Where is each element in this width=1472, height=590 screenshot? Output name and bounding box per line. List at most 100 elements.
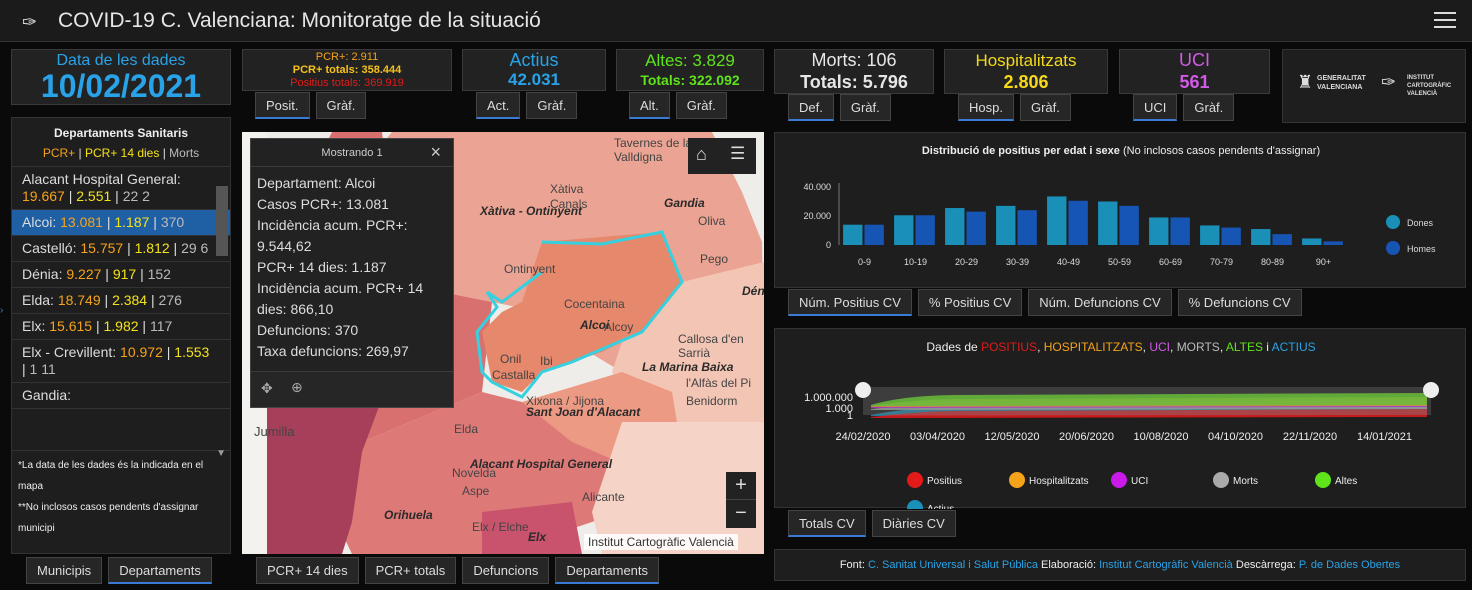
tab-alt[interactable]: Alt.: [629, 92, 670, 119]
zoom-to-icon[interactable]: ⊕: [291, 379, 303, 395]
map-label-onil: Onil: [500, 352, 522, 366]
tab-posit[interactable]: Posit.: [255, 92, 310, 119]
age-bar[interactable]: [945, 208, 965, 245]
map-label-sant-joan: Sant Joan d'Alacant: [526, 405, 641, 419]
ts-xtick: 14/01/2021: [1357, 431, 1412, 443]
ts-legend-swatch[interactable]: [1111, 472, 1127, 488]
altes-totals: Totals: 322.092: [640, 72, 740, 88]
ts-legend-swatch[interactable]: [1315, 472, 1331, 488]
department-item[interactable]: Elx: 15.615 | 1.982 | 117: [12, 314, 230, 340]
map-view[interactable]: Xàtiva - Ontinyent Gandia Alcoi La Marin…: [242, 132, 764, 554]
age-bar[interactable]: [894, 215, 914, 245]
footer-font-link[interactable]: C. Sanitat Universal i Salut Pública: [867, 559, 1038, 571]
department-pcr: 13.081: [60, 214, 103, 230]
map-label-benidorm: Benidorm: [686, 394, 738, 408]
age-bar[interactable]: [966, 211, 986, 245]
tab-totals-cv[interactable]: Totals CV: [788, 510, 866, 537]
age-bar[interactable]: [1047, 196, 1067, 245]
expand-left-icon[interactable]: ›: [0, 305, 4, 316]
tab-def[interactable]: Def.: [788, 94, 834, 121]
age-bar[interactable]: [1170, 217, 1190, 245]
department-item-partial[interactable]: Gandia:: [12, 383, 230, 409]
tab-graf-actius[interactable]: Gràf.: [526, 92, 578, 119]
tab-departaments[interactable]: Departaments: [108, 557, 212, 584]
department-item[interactable]: Alacant Hospital General: 19.667 | 2.551…: [12, 167, 230, 210]
ts-legend-swatch[interactable]: [907, 500, 923, 509]
legend-pcr14: PCR+ 14 dies: [84, 146, 160, 160]
scroll-down-icon[interactable]: ▼: [216, 448, 226, 459]
department-item[interactable]: Castelló: 15.757 | 1.812 | 29 6: [12, 236, 230, 262]
pan-icon[interactable]: ✥: [261, 380, 273, 396]
age-chart-ytick: 40.000: [803, 182, 831, 192]
footer-elab-link[interactable]: Institut Cartogràfic Valencià: [1099, 559, 1233, 571]
age-bar[interactable]: [1017, 210, 1037, 245]
department-pcr14: 1.982: [103, 318, 139, 334]
age-bar[interactable]: [1200, 225, 1220, 245]
age-bar[interactable]: [1098, 201, 1118, 246]
footer-desc-link[interactable]: P. de Dades Obertes: [1298, 559, 1401, 571]
tab-graf-morts[interactable]: Gràf.: [839, 94, 891, 121]
ts-range-selection[interactable]: [863, 387, 1431, 415]
tab-graf-uci[interactable]: Gràf.: [1183, 94, 1235, 121]
age-chart-xtick: 60-69: [1159, 257, 1182, 267]
footer-font-label: Font:: [839, 559, 865, 571]
age-bar[interactable]: [1302, 238, 1322, 245]
department-item[interactable]: Elx - Crevillent: 10.972 | 1.553 | 1 11: [12, 340, 230, 383]
age-bar[interactable]: [1272, 234, 1292, 245]
department-pcr14: 917: [112, 266, 137, 282]
tab-hosp[interactable]: Hosp.: [958, 94, 1014, 121]
age-bar[interactable]: [996, 205, 1016, 245]
age-bar[interactable]: [915, 215, 935, 245]
hamburger-menu-icon[interactable]: [1434, 9, 1456, 29]
tab-defuncions[interactable]: Defuncions: [462, 557, 550, 584]
ts-title-positius: POSITIUS: [981, 340, 1038, 354]
department-item[interactable]: Dénia: 9.227 | 917 | 152: [12, 262, 230, 288]
zoom-in-icon[interactable]: +: [726, 472, 756, 500]
department-item[interactable]: Alcoi: 13.081 | 1.187 | 370: [12, 210, 230, 236]
tab-num-positius[interactable]: Núm. Positius CV: [788, 289, 912, 316]
age-legend-swatch[interactable]: [1386, 241, 1400, 255]
ts-legend-swatch[interactable]: [1213, 472, 1229, 488]
department-item[interactable]: Elda: 18.749 | 2.384 | 276: [12, 288, 230, 314]
tab-pcr-totals[interactable]: PCR+ totals: [364, 557, 457, 584]
age-bar[interactable]: [1119, 205, 1139, 245]
age-bar[interactable]: [1221, 227, 1241, 245]
age-bar[interactable]: [1251, 229, 1271, 245]
age-chart-subtitle: (No inclosos casos pendents d'assignar): [1122, 145, 1321, 157]
range-start-handle[interactable]: [855, 382, 871, 398]
list-scrollbar[interactable]: [216, 186, 228, 256]
popup-close-icon[interactable]: ×: [430, 142, 441, 162]
department-pcr: 9.227: [66, 266, 102, 282]
tab-graf-altes[interactable]: Gràf.: [675, 92, 727, 119]
age-bar[interactable]: [1323, 241, 1343, 245]
tab-map-departaments[interactable]: Departaments: [555, 557, 660, 584]
ts-xtick: 22/11/2020: [1283, 431, 1337, 443]
tab-pcr14[interactable]: PCR+ 14 dies: [256, 557, 359, 584]
tab-diaries-cv[interactable]: Diàries CV: [871, 510, 956, 537]
pcr-tabs: Posit. Gràf.: [255, 92, 367, 119]
age-chart-ytick: 20.000: [803, 211, 831, 221]
home-icon[interactable]: ⌂: [696, 144, 707, 164]
age-bar[interactable]: [1149, 217, 1169, 245]
zoom-out-icon[interactable]: −: [735, 502, 747, 524]
tab-num-defuncions[interactable]: Núm. Defuncions CV: [1028, 289, 1172, 316]
tab-act[interactable]: Act.: [476, 92, 521, 119]
tab-municipis[interactable]: Municipis: [26, 557, 103, 584]
ts-legend-swatch[interactable]: [907, 472, 923, 488]
age-bar[interactable]: [843, 224, 863, 245]
layer-list-icon[interactable]: ☰: [730, 144, 746, 163]
tab-pct-positius[interactable]: % Positius CV: [917, 289, 1023, 316]
range-end-handle[interactable]: [1423, 382, 1439, 398]
ts-legend-swatch[interactable]: [1009, 472, 1025, 488]
date-card: Data de les dades 10/02/2021: [11, 49, 231, 105]
tab-graf-pcr[interactable]: Gràf.: [315, 92, 367, 119]
tab-uci[interactable]: UCI: [1133, 94, 1178, 121]
hosp-label: Hospitalitzats: [975, 51, 1077, 70]
departments-list[interactable]: Alacant Hospital General: 19.667 | 2.551…: [12, 166, 230, 450]
age-bar[interactable]: [864, 224, 884, 245]
age-bar[interactable]: [1068, 200, 1088, 245]
tab-graf-hosp[interactable]: Gràf.: [1019, 94, 1071, 121]
tab-pct-defuncions[interactable]: % Defuncions CV: [1177, 289, 1302, 316]
age-legend-swatch[interactable]: [1386, 215, 1400, 229]
department-pcr: 15.615: [49, 318, 93, 334]
